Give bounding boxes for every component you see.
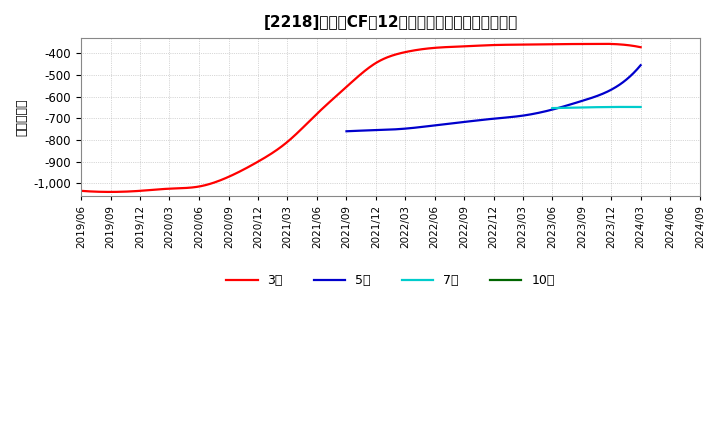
Line: 5年: 5年	[346, 65, 641, 131]
Line: 3年: 3年	[81, 44, 641, 192]
Line: 7年: 7年	[552, 107, 641, 108]
Legend: 3年, 5年, 7年, 10年: 3年, 5年, 7年, 10年	[221, 269, 559, 292]
Y-axis label: （百万円）: （百万円）	[15, 99, 28, 136]
Title: [2218]　投賄CFだ12か月移動合計の平均値の推移: [2218] 投賄CFだ12か月移動合計の平均値の推移	[264, 15, 518, 30]
